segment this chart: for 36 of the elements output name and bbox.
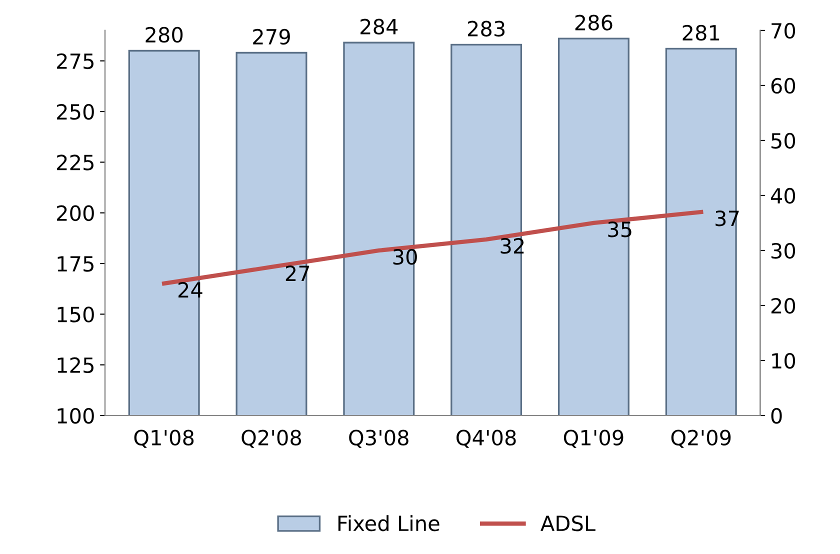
data-label: 32	[500, 238, 524, 254]
data-label: 281	[682, 24, 720, 41]
y-tick-label: 200	[57, 205, 94, 222]
x-tick-label: Q2'08	[242, 430, 302, 448]
data-label: 279	[253, 28, 290, 45]
y2-tick-label: 30	[772, 242, 796, 259]
x-tick-label: Q3'08	[349, 430, 408, 448]
x-tick-label: Q1'08	[134, 430, 194, 448]
data-label: 27	[286, 266, 310, 281]
y2-tick-label: 0	[771, 408, 782, 424]
y2-tick-label: 10	[772, 352, 796, 369]
y2-tick-label: 50	[772, 132, 796, 149]
y-tick-label: 275	[57, 53, 94, 70]
y2-tick-label: 60	[771, 78, 796, 94]
y2-tick-label: 70	[772, 22, 796, 39]
data-label: 283	[468, 20, 505, 37]
y-tick-label: 150	[58, 306, 94, 322]
data-label: 35	[608, 222, 632, 238]
y-tick-label: 250	[57, 104, 94, 120]
y-tick-label: 100	[58, 408, 94, 424]
x-tick-label: Q2'09	[671, 430, 731, 448]
y-tick-label: 125	[58, 357, 94, 374]
y2-tick-label: 20	[771, 298, 796, 314]
data-label: 284	[360, 18, 398, 35]
x-tick-label: Q1'09	[564, 430, 624, 448]
legend-label: Fixed Line	[338, 515, 440, 532]
data-label: 286	[575, 14, 612, 30]
data-label: 30	[393, 249, 417, 265]
data-label: 37	[716, 210, 739, 226]
data-label: 280	[146, 26, 183, 43]
legend-label: ADSL	[540, 515, 596, 532]
data-label: 24	[178, 282, 202, 298]
x-tick-label: Q4'08	[456, 430, 516, 448]
y-tick-label: 175	[58, 256, 94, 272]
y2-tick-label: 40	[770, 188, 796, 204]
y-tick-label: 225	[57, 154, 94, 170]
